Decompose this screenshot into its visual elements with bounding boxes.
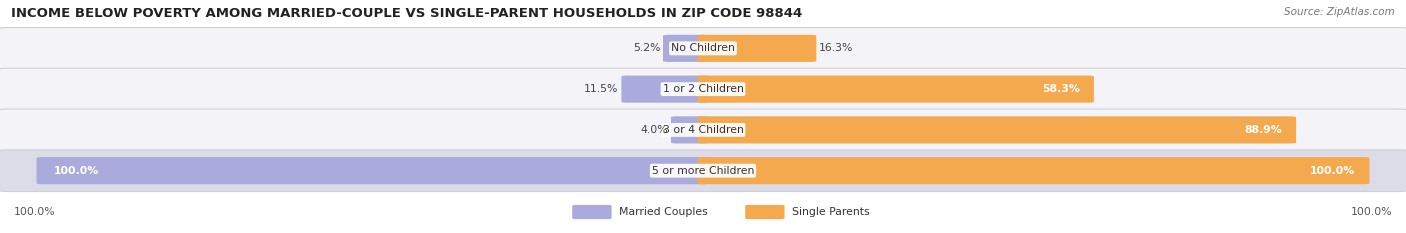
Text: 16.3%: 16.3% <box>820 43 853 53</box>
FancyBboxPatch shape <box>697 116 1296 144</box>
Text: 1 or 2 Children: 1 or 2 Children <box>662 84 744 94</box>
Text: 100.0%: 100.0% <box>53 166 98 176</box>
Text: INCOME BELOW POVERTY AMONG MARRIED-COUPLE VS SINGLE-PARENT HOUSEHOLDS IN ZIP COD: INCOME BELOW POVERTY AMONG MARRIED-COUPL… <box>11 7 803 20</box>
Text: 100.0%: 100.0% <box>14 207 56 217</box>
Text: Married Couples: Married Couples <box>619 207 707 217</box>
FancyBboxPatch shape <box>572 205 612 219</box>
Text: 88.9%: 88.9% <box>1244 125 1282 135</box>
FancyBboxPatch shape <box>0 150 1406 192</box>
FancyBboxPatch shape <box>697 157 1369 184</box>
FancyBboxPatch shape <box>0 109 1406 151</box>
FancyBboxPatch shape <box>664 35 709 62</box>
Text: 5 or more Children: 5 or more Children <box>652 166 754 176</box>
Text: Source: ZipAtlas.com: Source: ZipAtlas.com <box>1284 7 1395 17</box>
FancyBboxPatch shape <box>621 75 709 103</box>
FancyBboxPatch shape <box>697 35 817 62</box>
Text: No Children: No Children <box>671 43 735 53</box>
Text: 11.5%: 11.5% <box>585 84 619 94</box>
FancyBboxPatch shape <box>37 157 709 184</box>
Text: 100.0%: 100.0% <box>1310 166 1355 176</box>
Text: 4.0%: 4.0% <box>641 125 668 135</box>
Text: 100.0%: 100.0% <box>1350 207 1392 217</box>
Text: 5.2%: 5.2% <box>633 43 661 53</box>
FancyBboxPatch shape <box>745 205 785 219</box>
Text: 3 or 4 Children: 3 or 4 Children <box>662 125 744 135</box>
FancyBboxPatch shape <box>0 68 1406 110</box>
Text: Single Parents: Single Parents <box>792 207 869 217</box>
Text: 58.3%: 58.3% <box>1042 84 1080 94</box>
FancyBboxPatch shape <box>671 116 709 144</box>
FancyBboxPatch shape <box>697 75 1094 103</box>
FancyBboxPatch shape <box>0 27 1406 69</box>
